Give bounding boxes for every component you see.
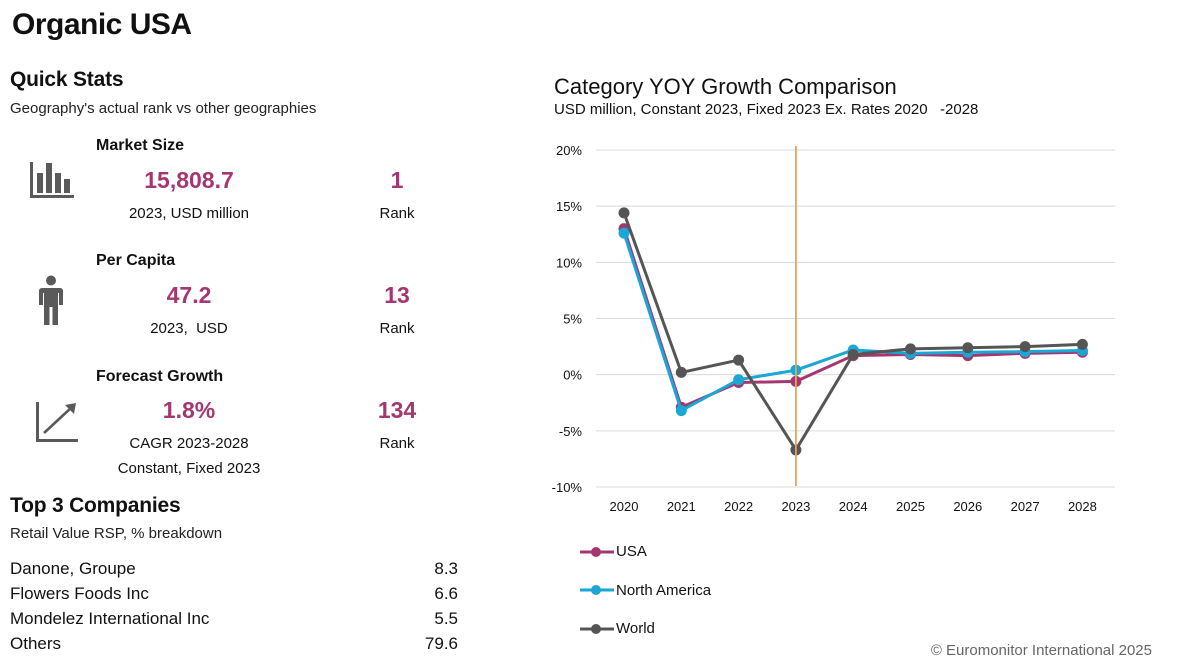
person-icon <box>38 275 64 332</box>
per-capita-value: 47.2 <box>166 282 212 308</box>
x-tick-label: 2026 <box>953 499 982 514</box>
legend-marker-icon <box>580 623 614 634</box>
data-point-world <box>905 343 916 355</box>
company-row: Mondelez International Inc 5.5 <box>10 609 458 629</box>
market-size-value: 15,808.7 <box>144 167 234 193</box>
quick-stats-title: Quick Stats <box>10 68 124 91</box>
x-tick-label: 2021 <box>667 499 696 514</box>
series-line-north-america <box>622 232 1083 413</box>
market-size-label: Market Size <box>96 137 185 154</box>
company-name: Flowers Foods Inc <box>10 584 149 603</box>
series-line-usa <box>622 228 1083 409</box>
company-share: 6.6 <box>434 584 458 603</box>
per-capita-sub: 2023, USD <box>150 320 228 337</box>
top-companies-title: Top 3 Companies <box>10 494 181 517</box>
x-tick-label: 2022 <box>724 499 753 514</box>
x-tick-label: 2025 <box>896 499 925 514</box>
legend-item: North America <box>580 582 711 599</box>
forecast-growth-rank-label: Rank <box>379 435 415 452</box>
y-tick-label: -5% <box>559 424 583 439</box>
x-tick-label: 2028 <box>1068 499 1097 514</box>
forecast-growth-rank: 134 <box>377 397 417 423</box>
company-row: Others 79.6 <box>10 634 458 654</box>
data-point-world <box>962 342 974 354</box>
chart-subtitle: USD million, Constant 2023, Fixed 2023 E… <box>554 101 979 118</box>
x-tick-label: 2024 <box>839 499 868 514</box>
per-capita-label: Per Capita <box>96 252 176 269</box>
y-tick-label: 5% <box>563 312 582 327</box>
company-share: 8.3 <box>434 559 458 578</box>
copyright: © Euromonitor International 2025 <box>930 642 1152 659</box>
company-share: 5.5 <box>434 609 458 628</box>
data-point-world <box>1019 341 1031 353</box>
per-capita-rank: 13 <box>384 282 410 308</box>
company-name: Mondelez International Inc <box>10 609 210 628</box>
bar-chart-icon <box>30 160 76 205</box>
market-size-rank-label: Rank <box>379 205 415 222</box>
legend-marker-icon <box>580 546 614 557</box>
y-tick-label: 10% <box>556 255 582 270</box>
market-size-sub: 2023, USD million <box>128 205 250 222</box>
top-companies-subtitle: Retail Value RSP, % breakdown <box>10 525 223 542</box>
data-point-world <box>618 207 630 219</box>
x-tick-label: 2027 <box>1011 499 1040 514</box>
data-point-world <box>847 348 859 360</box>
forecast-growth-value: 1.8% <box>162 397 216 423</box>
quick-stats-subtitle: Geography's actual rank vs other geograp… <box>10 100 317 117</box>
x-tick-label: 2023 <box>781 499 810 514</box>
data-point-north-america <box>618 227 630 239</box>
trend-up-icon <box>36 402 80 447</box>
forecast-growth-sub: CAGR 2023-2028 <box>129 435 249 452</box>
legend-item: World <box>580 620 655 637</box>
forecast-growth-label: Forecast Growth <box>96 368 224 385</box>
y-tick-label: 20% <box>556 143 582 158</box>
company-row: Flowers Foods Inc 6.6 <box>10 584 458 604</box>
y-tick-label: 15% <box>556 199 582 214</box>
legend-label: World <box>616 620 655 637</box>
data-point-world <box>1076 338 1088 350</box>
company-row: Danone, Groupe 8.3 <box>10 559 458 579</box>
company-name: Others <box>10 634 62 653</box>
x-tick-label: 2020 <box>610 499 639 514</box>
forecast-growth-sub2: Constant, Fixed 2023 <box>117 460 261 477</box>
series-line-world <box>622 212 1083 452</box>
legend-marker-icon <box>580 585 614 595</box>
data-point-north-america <box>675 405 687 417</box>
data-point-world <box>675 366 687 378</box>
legend-label: USA <box>616 543 647 560</box>
company-name: Danone, Groupe <box>10 559 136 578</box>
y-tick-label: -10% <box>552 480 583 495</box>
company-share: 79.6 <box>424 634 458 653</box>
y-tick-label: 0% <box>563 368 582 383</box>
page-title: Organic USA <box>12 8 192 41</box>
market-size-rank: 1 <box>390 167 404 193</box>
data-point-world <box>733 354 745 366</box>
legend-label: North America <box>616 581 712 599</box>
legend-item: USA <box>580 543 647 560</box>
per-capita-rank-label: Rank <box>379 320 415 337</box>
chart-title: Category YOY Growth Comparison <box>554 74 897 99</box>
data-point-north-america <box>733 374 745 386</box>
